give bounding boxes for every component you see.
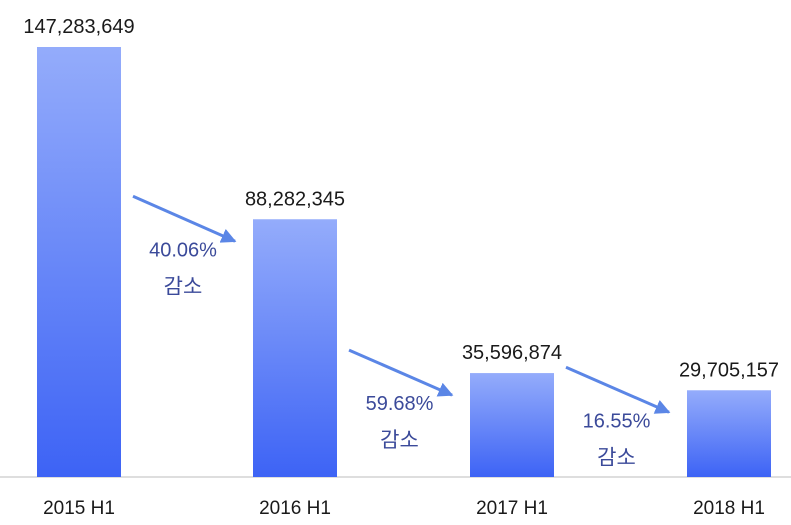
- category-label: 2017 H1: [476, 498, 548, 519]
- value-label: 29,705,157: [679, 359, 779, 381]
- decrease-percent: 40.06%: [149, 239, 217, 261]
- value-label: 88,282,345: [245, 188, 345, 210]
- category-label: 2016 H1: [259, 498, 331, 519]
- decrease-arrow: [565, 365, 671, 414]
- decrease-text: 감소: [164, 274, 203, 298]
- decrease-arrow: [348, 348, 454, 397]
- value-label: 35,596,874: [462, 342, 562, 364]
- category-label: 2018 H1: [693, 498, 765, 519]
- bar-2017-h1: [470, 373, 554, 477]
- bar-2015-h1: [37, 47, 121, 477]
- decrease-text: 감소: [597, 445, 636, 469]
- decrease-percent: 16.55%: [583, 410, 651, 432]
- bar-2018-h1: [687, 390, 771, 477]
- decrease-text: 감소: [380, 428, 419, 452]
- decrease-percent: 59.68%: [366, 393, 434, 415]
- value-label: 147,283,649: [23, 16, 134, 38]
- decrease-arrow: [132, 194, 237, 243]
- category-label: 2015 H1: [43, 498, 115, 519]
- bar-2016-h1: [253, 219, 337, 477]
